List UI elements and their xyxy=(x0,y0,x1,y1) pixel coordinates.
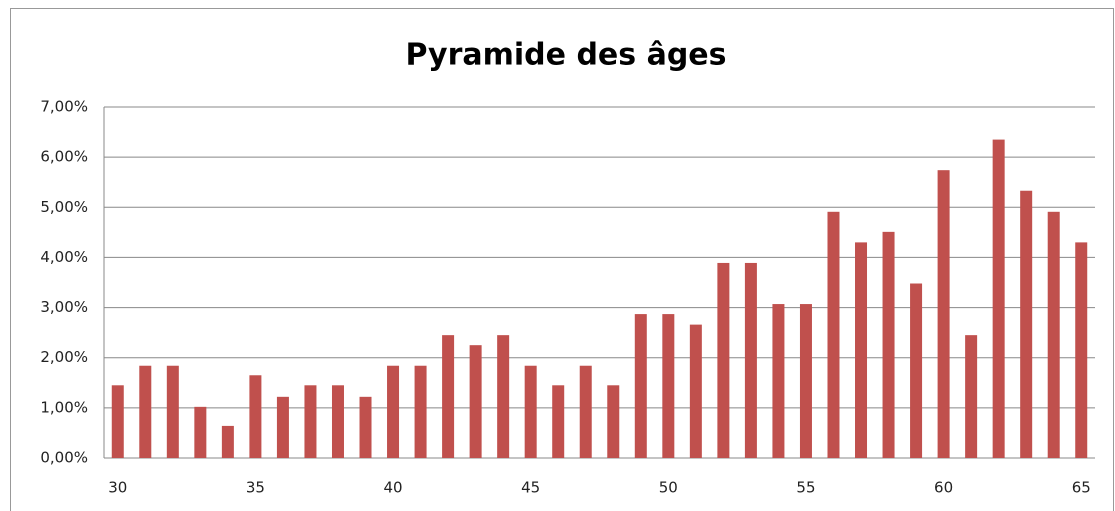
bar xyxy=(166,365,179,458)
bar xyxy=(387,365,400,458)
y-tick-label: 5,00% xyxy=(40,198,88,216)
bar xyxy=(937,170,950,458)
chart-title: Pyramide des âges xyxy=(406,38,727,73)
bar xyxy=(139,365,152,458)
bar xyxy=(414,365,427,458)
bar xyxy=(579,365,592,458)
y-tick-label: 7,00% xyxy=(40,98,88,116)
bar xyxy=(717,262,730,458)
bar xyxy=(799,304,812,458)
bar xyxy=(992,139,1005,459)
bar xyxy=(524,365,537,458)
y-tick-label: 0,00% xyxy=(40,449,88,467)
bar xyxy=(772,304,785,458)
bar xyxy=(497,335,510,458)
bar xyxy=(442,335,455,458)
bar xyxy=(744,262,757,458)
bar xyxy=(359,396,372,458)
y-tick-label: 3,00% xyxy=(40,298,88,316)
x-tick-label: 30 xyxy=(108,479,127,497)
bar xyxy=(689,324,702,458)
x-tick-label: 45 xyxy=(521,479,540,497)
bar xyxy=(910,283,923,458)
bar xyxy=(827,211,840,458)
bar xyxy=(1047,211,1060,458)
bar xyxy=(965,335,978,458)
bar xyxy=(276,396,289,458)
bar xyxy=(221,425,234,458)
bar xyxy=(552,385,565,458)
bar xyxy=(331,385,344,458)
bar xyxy=(194,406,207,458)
x-tick-label: 40 xyxy=(383,479,402,497)
x-tick-label: 35 xyxy=(246,479,265,497)
bar xyxy=(607,385,620,458)
x-tick-label: 55 xyxy=(796,479,815,497)
bar xyxy=(249,375,262,458)
bar xyxy=(469,345,482,458)
y-tick-label: 1,00% xyxy=(40,398,88,416)
y-tick-label: 6,00% xyxy=(40,148,88,166)
bar xyxy=(882,231,895,458)
bar xyxy=(111,385,124,458)
x-tick-label: 50 xyxy=(659,479,678,497)
bar xyxy=(855,242,868,458)
y-tick-label: 4,00% xyxy=(40,248,88,266)
bar xyxy=(304,385,317,458)
bar xyxy=(662,314,675,458)
bar xyxy=(1020,190,1033,458)
x-tick-label: 65 xyxy=(1072,479,1091,497)
x-tick-label: 60 xyxy=(934,479,953,497)
bar xyxy=(1075,242,1088,458)
bar xyxy=(634,314,647,458)
y-tick-label: 2,00% xyxy=(40,348,88,366)
